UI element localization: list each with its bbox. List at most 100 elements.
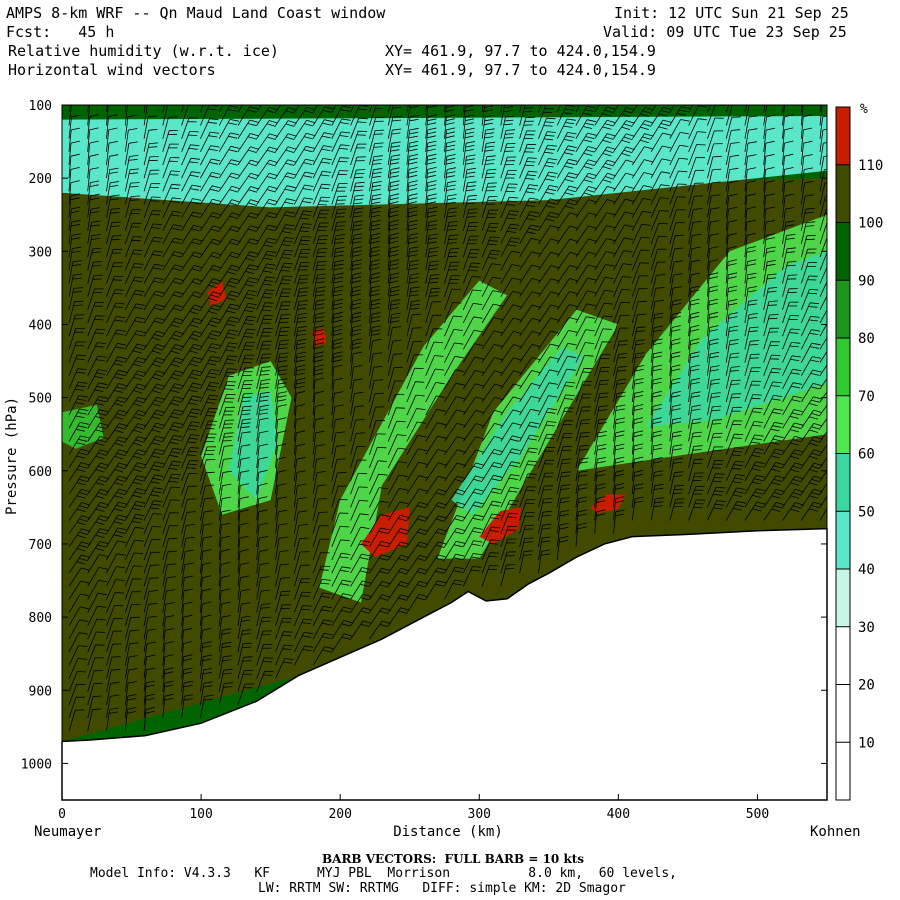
wind-barb	[293, 249, 311, 271]
wind-barb	[218, 419, 235, 442]
wind-barb	[106, 694, 120, 719]
wind-barb	[181, 408, 201, 429]
wind-barb	[106, 617, 123, 640]
wind-barb	[275, 237, 295, 258]
wind-barb	[256, 146, 279, 166]
wind-barb	[218, 185, 241, 205]
wind-barb	[181, 498, 197, 521]
wind-barb	[181, 680, 193, 705]
wind-barb	[124, 501, 146, 521]
wind-barb	[181, 184, 201, 205]
wind-barb	[312, 619, 333, 640]
wind-barb	[181, 211, 202, 232]
wind-barb	[143, 551, 160, 574]
wind-barb	[68, 167, 80, 192]
wind-barb	[106, 514, 127, 534]
barb-legend: BARB VECTORS: FULL BARB = 10 kts	[322, 852, 585, 866]
wind-barb	[162, 291, 184, 311]
wind-barb	[162, 116, 178, 139]
wind-barb	[181, 105, 189, 126]
wind-barb	[312, 260, 327, 284]
wind-barb	[106, 221, 121, 245]
wind-barb	[200, 510, 213, 534]
wind-barb	[124, 249, 143, 271]
wind-barb	[218, 329, 239, 350]
wind-barb	[312, 511, 328, 534]
wind-barb	[237, 562, 250, 587]
wind-barb	[68, 448, 90, 469]
y-tick-label: 800	[29, 611, 52, 626]
wind-barb	[181, 562, 194, 587]
wind-barb	[162, 550, 177, 574]
wind-barb	[106, 396, 128, 416]
wind-barb	[256, 366, 271, 389]
wind-barb	[106, 329, 126, 350]
wind-barb	[87, 114, 99, 139]
wind-barb	[275, 314, 291, 337]
wind-barb	[143, 115, 158, 139]
wind-barb	[275, 172, 297, 192]
wind-barb	[106, 302, 125, 324]
wind-barb	[237, 277, 258, 297]
rh-saturated-cell	[479, 507, 521, 544]
wind-barb	[237, 602, 251, 626]
wind-barb	[237, 119, 259, 139]
wind-barb	[162, 224, 183, 245]
colorbar-swatch	[836, 569, 850, 627]
wind-barb	[124, 449, 147, 469]
wind-barb	[200, 118, 219, 139]
wind-barb	[200, 497, 214, 521]
wind-barb	[237, 496, 249, 521]
wind-barb	[162, 680, 174, 705]
wind-barb	[293, 417, 306, 442]
wind-barb	[200, 484, 215, 508]
wind-barb	[68, 709, 85, 732]
wind-barb	[218, 105, 239, 126]
rh-band	[228, 390, 278, 501]
wind-barb	[124, 195, 141, 218]
wind-barb	[200, 575, 212, 600]
wind-barb	[200, 523, 213, 547]
wind-barb	[181, 105, 185, 113]
wind-barb	[237, 186, 260, 205]
wind-barb	[312, 390, 324, 416]
wind-barb	[200, 145, 220, 166]
wind-barb	[218, 548, 230, 574]
y-tick-label: 100	[29, 99, 52, 114]
wind-barb	[106, 605, 124, 627]
forecast-hour: Fcst: 45 h	[6, 23, 115, 41]
y-tick-label: 400	[29, 318, 52, 333]
wind-barb	[68, 287, 83, 310]
xy-range-1: XY= 461.9, 97.7 to 424.0,154.9	[385, 42, 656, 60]
wind-barb	[124, 552, 143, 574]
wind-barb	[256, 589, 270, 613]
wind-barb	[218, 522, 231, 547]
wind-barb	[143, 526, 162, 548]
colorbar-swatch	[836, 395, 850, 454]
wind-barb	[162, 512, 179, 534]
rh-band	[646, 251, 827, 427]
wind-barb	[106, 579, 125, 600]
wind-barb	[143, 435, 165, 455]
wind-barb	[143, 142, 159, 166]
wind-barb	[87, 220, 101, 245]
wind-barb	[256, 496, 268, 521]
wind-barb	[293, 236, 312, 258]
wind-barb	[68, 395, 88, 416]
wind-barb	[237, 106, 259, 126]
wind-barb	[312, 183, 331, 205]
wind-barb	[275, 590, 291, 613]
wind-barb	[68, 567, 90, 587]
wind-barb	[275, 550, 289, 574]
wind-barb	[312, 273, 327, 297]
wind-barb	[162, 344, 185, 363]
wind-barb	[256, 522, 268, 547]
wind-barb	[143, 422, 165, 442]
wind-barb	[143, 577, 159, 600]
rh-region-100	[62, 178, 827, 742]
wind-barb	[87, 247, 102, 271]
wind-barb	[275, 249, 294, 271]
wind-barb	[162, 460, 182, 482]
wind-barb	[237, 133, 259, 153]
wind-barb	[181, 131, 199, 152]
